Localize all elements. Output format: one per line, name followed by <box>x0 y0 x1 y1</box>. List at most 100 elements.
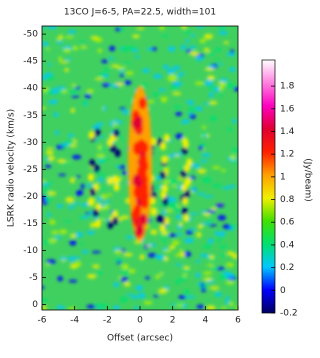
image-texture <box>109 144 116 153</box>
image-texture <box>171 185 178 188</box>
image-texture <box>149 196 156 205</box>
image-texture <box>200 210 206 213</box>
image-texture <box>79 40 86 43</box>
image-texture <box>54 130 60 135</box>
image-texture <box>81 250 89 254</box>
image-texture <box>223 41 230 45</box>
image-texture <box>159 224 166 233</box>
image-texture <box>155 274 160 280</box>
image-texture <box>91 250 102 254</box>
image-texture <box>229 301 234 307</box>
colorbar-tick-label: -0.2 <box>280 309 298 319</box>
image-texture <box>133 204 142 217</box>
image-texture <box>73 256 81 260</box>
image-texture <box>183 265 190 270</box>
image-texture <box>121 109 129 115</box>
image-texture <box>45 89 53 95</box>
image-texture <box>167 196 177 203</box>
image-texture <box>233 86 238 92</box>
image-texture <box>208 85 214 91</box>
image-texture <box>153 92 160 97</box>
image-texture <box>131 295 138 300</box>
image-texture <box>89 188 96 197</box>
image-texture <box>93 37 103 43</box>
image-texture <box>63 48 71 53</box>
image-texture <box>215 292 223 297</box>
image-texture <box>186 49 192 53</box>
image-texture <box>42 297 48 303</box>
image-texture <box>232 147 238 154</box>
image-texture <box>71 95 80 98</box>
image-texture <box>215 202 225 208</box>
image-texture <box>96 270 103 276</box>
image-texture <box>68 256 75 262</box>
image-texture <box>168 46 176 52</box>
image-texture <box>119 73 125 77</box>
image-texture <box>150 207 157 216</box>
image-texture <box>196 192 206 196</box>
image-texture <box>179 251 186 258</box>
image-texture <box>199 38 207 43</box>
image-texture <box>97 218 106 222</box>
image-texture <box>65 196 75 203</box>
image-texture <box>45 147 54 150</box>
image-texture <box>42 179 47 183</box>
image-texture <box>92 216 100 219</box>
image-texture <box>100 194 108 199</box>
image-texture <box>55 41 64 44</box>
image-texture <box>229 154 236 161</box>
colorbar-tick-label: 0.4 <box>280 240 295 250</box>
image-texture <box>211 266 218 270</box>
image-texture <box>222 186 230 190</box>
colorbar-tick-label: 1.4 <box>280 127 295 137</box>
image-texture <box>225 296 231 299</box>
image-texture <box>180 44 187 51</box>
image-texture <box>189 51 200 56</box>
image-texture <box>207 238 214 244</box>
image-texture <box>185 100 195 104</box>
image-texture <box>167 76 178 82</box>
image-texture <box>227 185 236 189</box>
image-texture <box>89 159 96 168</box>
image-texture <box>75 260 82 267</box>
image-texture <box>209 286 220 290</box>
image-texture <box>81 101 88 105</box>
image-texture <box>199 159 209 163</box>
image-texture <box>197 282 203 286</box>
colorbar-tick-label: 1.8 <box>280 82 295 92</box>
image-texture <box>100 187 107 191</box>
image-texture <box>181 207 188 216</box>
image-texture <box>133 306 139 310</box>
image-texture <box>75 231 83 238</box>
image-texture <box>95 303 101 307</box>
image-texture <box>88 173 95 182</box>
image-texture <box>115 165 121 168</box>
image-texture <box>147 252 157 258</box>
image-texture <box>214 231 219 236</box>
image-texture <box>173 105 182 109</box>
y-tick-label: -15 <box>23 219 38 229</box>
image-texture <box>95 153 106 158</box>
image-texture <box>56 204 64 209</box>
x-tick-label: 0 <box>137 316 143 326</box>
image-texture <box>123 80 132 85</box>
image-texture <box>160 190 167 199</box>
image-texture <box>64 68 69 72</box>
image-texture <box>202 244 213 249</box>
image-texture <box>100 145 105 152</box>
x-axis-label: Offset (arcsec) <box>107 334 173 344</box>
colorbar-tick-label: 0 <box>280 286 286 296</box>
image-texture <box>117 217 123 221</box>
image-texture <box>42 183 50 187</box>
image-texture <box>199 253 209 258</box>
image-texture <box>109 45 116 52</box>
image-texture <box>84 93 92 99</box>
image-texture <box>208 224 217 227</box>
image-texture <box>175 214 181 220</box>
image-texture <box>112 175 119 184</box>
image-texture <box>45 263 50 267</box>
image-texture <box>114 249 124 255</box>
image-texture <box>80 183 86 189</box>
image-texture <box>59 61 70 64</box>
image-texture <box>163 133 170 142</box>
